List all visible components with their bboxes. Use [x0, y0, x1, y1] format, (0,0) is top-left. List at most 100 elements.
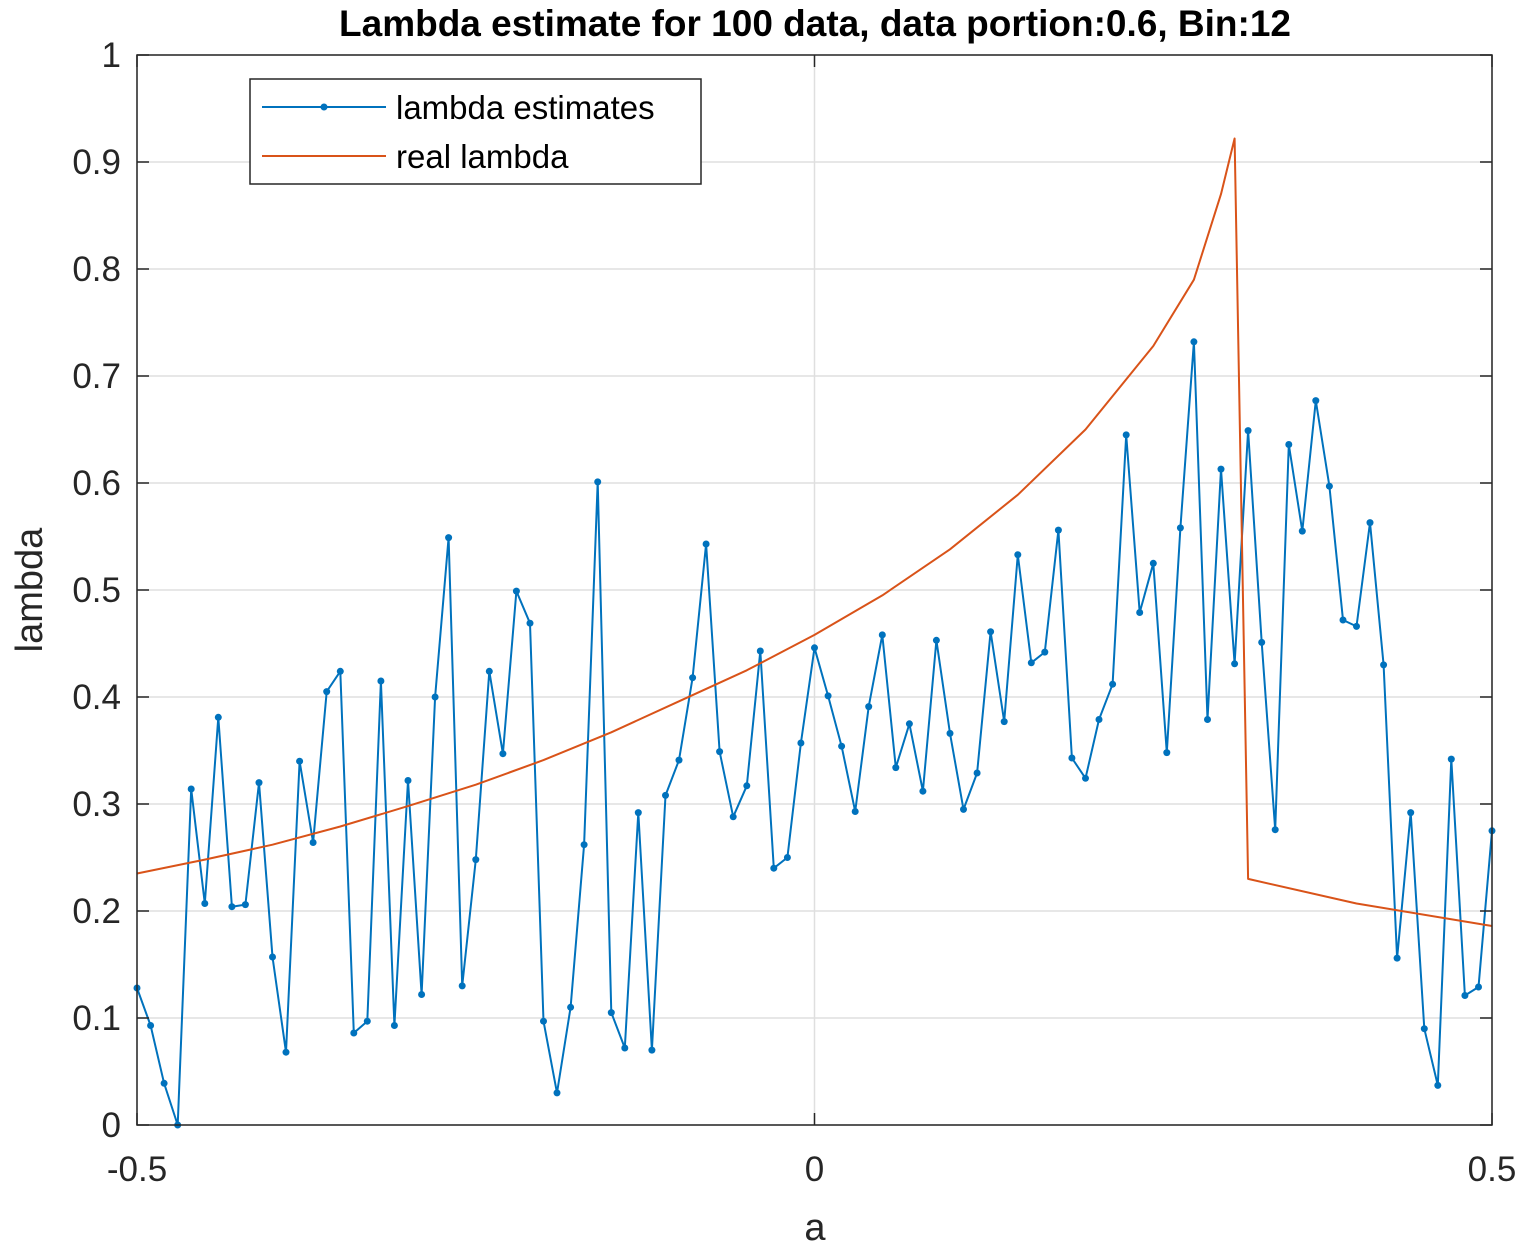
- data-point: [797, 739, 805, 747]
- data-point: [1420, 1025, 1428, 1033]
- data-point: [553, 1089, 561, 1097]
- data-point: [811, 644, 818, 652]
- y-tick-label: 0.9: [72, 143, 121, 182]
- data-point: [296, 757, 304, 765]
- data-point: [512, 587, 520, 595]
- data-point: [1380, 661, 1388, 669]
- data-point: [1190, 338, 1198, 346]
- data-point: [1054, 526, 1062, 534]
- data-point: [567, 1003, 575, 1011]
- data-point: [905, 720, 913, 728]
- y-tick-label: 0.7: [72, 357, 121, 396]
- data-point: [1447, 755, 1455, 763]
- data-point: [1027, 659, 1035, 667]
- data-point: [1325, 482, 1333, 490]
- data-point: [323, 688, 331, 696]
- data-point: [1231, 660, 1239, 668]
- x-tick-label: 0: [805, 1150, 824, 1189]
- chart-title: Lambda estimate for 100 data, data porti…: [339, 3, 1291, 44]
- y-tick-label: 0.4: [72, 678, 121, 717]
- data-point: [1109, 680, 1117, 688]
- y-tick-label: 0.8: [72, 250, 121, 289]
- data-point: [607, 1009, 615, 1017]
- data-point: [892, 764, 900, 772]
- data-point: [526, 619, 534, 627]
- data-point: [675, 756, 683, 764]
- data-point: [1298, 527, 1306, 535]
- ticks: 0 0.1 0.2 0.3 0.4 0.5 0.6 0.7 0.8 0.9 1 -0.5 0 0.5: [72, 36, 1516, 1189]
- data-point: [743, 782, 751, 790]
- data-point: [187, 785, 195, 793]
- data-point: [1244, 427, 1252, 435]
- data-point: [865, 703, 873, 711]
- data-point: [431, 693, 439, 701]
- data-point: [1285, 441, 1293, 448]
- data-point: [1041, 648, 1049, 656]
- data-point: [418, 991, 426, 998]
- data-point: [932, 636, 940, 644]
- data-point: [1217, 465, 1225, 473]
- data-point: [1149, 559, 1157, 567]
- data-point: [255, 779, 263, 787]
- data-point: [472, 856, 480, 864]
- data-point: [946, 729, 954, 737]
- y-axis-label: lambda: [9, 527, 51, 652]
- data-point: [363, 1017, 371, 1025]
- data-point: [1122, 431, 1130, 439]
- data-point: [1434, 1081, 1442, 1089]
- data-point: [960, 805, 967, 813]
- data-point: [160, 1079, 168, 1087]
- plot-series: [133, 137, 1496, 1129]
- data-point: [147, 1022, 155, 1029]
- y-tick-label: 0.1: [72, 999, 121, 1038]
- data-point: [1271, 826, 1279, 834]
- data-point: [404, 777, 412, 784]
- y-tick-label: 0.6: [72, 464, 121, 503]
- x-tick-label: -0.5: [107, 1150, 167, 1189]
- data-point: [336, 667, 344, 675]
- data-point: [729, 813, 737, 821]
- y-tick-label: 1: [102, 36, 121, 75]
- data-point: [485, 667, 493, 675]
- data-point: [716, 748, 724, 756]
- data-point: [350, 1029, 358, 1037]
- data-point: [634, 809, 642, 817]
- data-point: [445, 534, 453, 542]
- data-point: [269, 953, 276, 961]
- grid: [136, 54, 1493, 1126]
- series-line-real-lambda: [136, 137, 1493, 927]
- x-tick-label: 0.5: [1468, 1150, 1517, 1189]
- data-point: [1475, 983, 1482, 991]
- data-point: [201, 900, 209, 907]
- data-point: [377, 677, 385, 685]
- legend-box: [249, 78, 702, 185]
- data-point: [689, 674, 697, 682]
- data-point: [499, 750, 507, 758]
- data-point: [458, 982, 466, 990]
- data-point: [309, 839, 317, 846]
- data-point: [1000, 718, 1008, 726]
- legend-marker-estimates: [320, 103, 328, 111]
- data-point: [1163, 749, 1171, 757]
- data-point: [390, 1022, 398, 1029]
- data-point: [783, 854, 791, 861]
- data-point: [648, 1046, 656, 1054]
- data-point: [662, 791, 669, 799]
- data-point: [973, 769, 981, 777]
- data-point: [1312, 397, 1320, 405]
- data-point: [838, 742, 846, 750]
- data-point: [594, 478, 602, 486]
- y-tick-label: 0: [102, 1106, 121, 1145]
- data-point: [621, 1044, 629, 1052]
- data-point: [1366, 519, 1374, 527]
- data-point: [702, 540, 710, 548]
- data-point: [1095, 716, 1103, 723]
- data-point: [878, 631, 886, 639]
- data-point: [214, 713, 222, 721]
- data-point: [1353, 622, 1360, 630]
- data-point: [1407, 809, 1415, 817]
- data-point: [987, 628, 995, 636]
- data-point: [1136, 609, 1144, 616]
